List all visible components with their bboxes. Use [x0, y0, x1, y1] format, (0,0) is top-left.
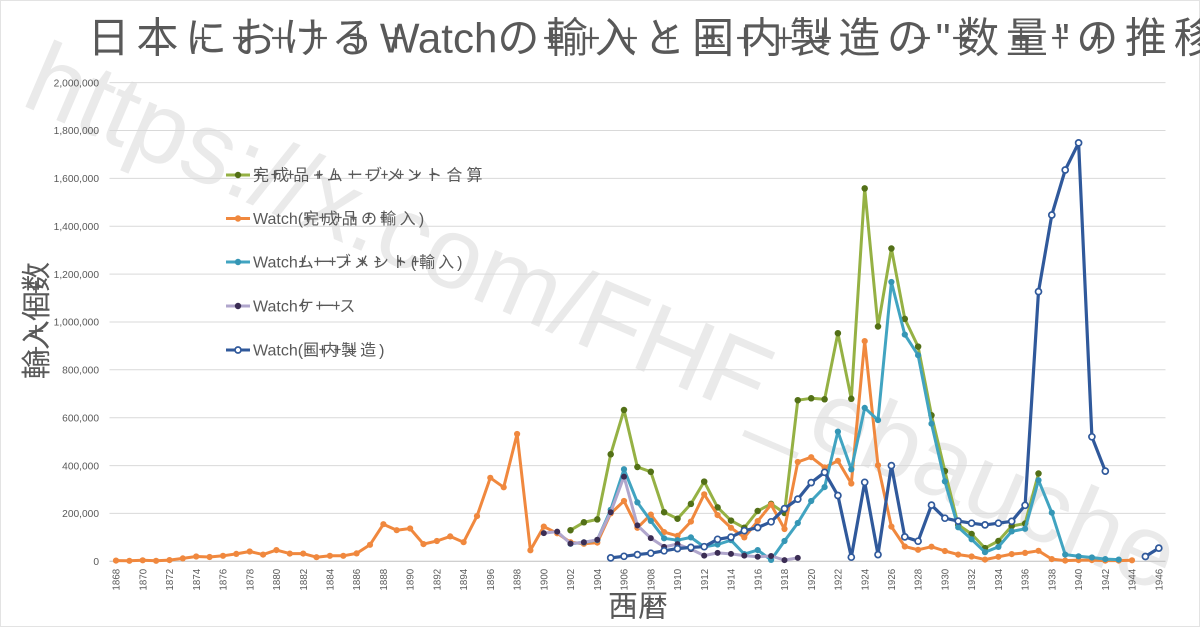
svg-text:1894: 1894 — [459, 568, 470, 590]
svg-text:1916: 1916 — [753, 569, 764, 591]
svg-text:2,000,000: 2,000,000 — [54, 78, 100, 89]
svg-text:1932: 1932 — [967, 569, 978, 591]
svg-text:1878: 1878 — [245, 569, 256, 591]
svg-text:Watch(国内製造): Watch(国内製造) — [253, 342, 387, 360]
svg-text:1942: 1942 — [1101, 569, 1112, 591]
svg-text:1868: 1868 — [112, 569, 123, 591]
svg-text:1870: 1870 — [138, 568, 149, 590]
svg-text:1,600,000: 1,600,000 — [54, 174, 100, 185]
svg-text:1904: 1904 — [593, 568, 604, 590]
svg-text:1912: 1912 — [700, 569, 711, 591]
svg-text:1924: 1924 — [860, 568, 871, 590]
svg-text:輸入個数: 輸入個数 — [21, 262, 54, 379]
svg-text:1944: 1944 — [1128, 568, 1139, 590]
svg-text:1890: 1890 — [406, 568, 417, 590]
svg-text:1882: 1882 — [299, 569, 310, 591]
svg-text:1928: 1928 — [914, 569, 925, 591]
svg-text:1914: 1914 — [727, 568, 738, 590]
svg-text:1930: 1930 — [941, 568, 952, 590]
svg-text:1,800,000: 1,800,000 — [54, 126, 100, 137]
svg-text:Watchムーブメント(輸入): Watchムーブメント(輸入) — [253, 253, 465, 272]
svg-text:Watchケース: Watchケース — [253, 298, 361, 316]
svg-text:1874: 1874 — [192, 568, 203, 590]
svg-text:200,000: 200,000 — [62, 509, 99, 520]
svg-text:日本におけるWatchの輸入と国内製造の"数量"の推移: 日本におけるWatchの輸入と国内製造の"数量"の推移 — [88, 15, 1200, 62]
svg-text:1,200,000: 1,200,000 — [54, 270, 100, 281]
svg-text:Watch(完成品の輸入): Watch(完成品の輸入) — [253, 210, 428, 228]
svg-text:1938: 1938 — [1047, 569, 1058, 591]
svg-text:1898: 1898 — [513, 569, 524, 591]
svg-text:1,400,000: 1,400,000 — [54, 222, 100, 233]
svg-text:1926: 1926 — [887, 569, 898, 591]
svg-text:1940: 1940 — [1074, 568, 1085, 590]
svg-text:0: 0 — [93, 557, 99, 568]
svg-text:1896: 1896 — [486, 569, 497, 591]
svg-text:1922: 1922 — [834, 569, 845, 591]
svg-text:1892: 1892 — [433, 569, 444, 591]
svg-text:1902: 1902 — [566, 569, 577, 591]
svg-text:1876: 1876 — [219, 569, 230, 591]
svg-text:1936: 1936 — [1021, 569, 1032, 591]
svg-text:西暦: 西暦 — [608, 591, 668, 624]
svg-text:1946: 1946 — [1154, 569, 1165, 591]
svg-text:1888: 1888 — [379, 569, 390, 591]
svg-text:800,000: 800,000 — [62, 366, 99, 377]
svg-text:1900: 1900 — [539, 568, 550, 590]
svg-text:1886: 1886 — [352, 569, 363, 591]
svg-text:1880: 1880 — [272, 568, 283, 590]
svg-text:1934: 1934 — [994, 568, 1005, 590]
svg-text:400,000: 400,000 — [62, 461, 99, 472]
svg-text:600,000: 600,000 — [62, 413, 99, 424]
svg-text:1,000,000: 1,000,000 — [54, 318, 100, 329]
svg-text:1884: 1884 — [326, 568, 337, 590]
svg-text:1906: 1906 — [620, 569, 631, 591]
svg-text:1920: 1920 — [807, 568, 818, 590]
svg-text:1872: 1872 — [165, 569, 176, 591]
svg-text:1908: 1908 — [646, 569, 657, 591]
svg-text:1910: 1910 — [673, 568, 684, 590]
svg-text:1918: 1918 — [780, 569, 791, 591]
